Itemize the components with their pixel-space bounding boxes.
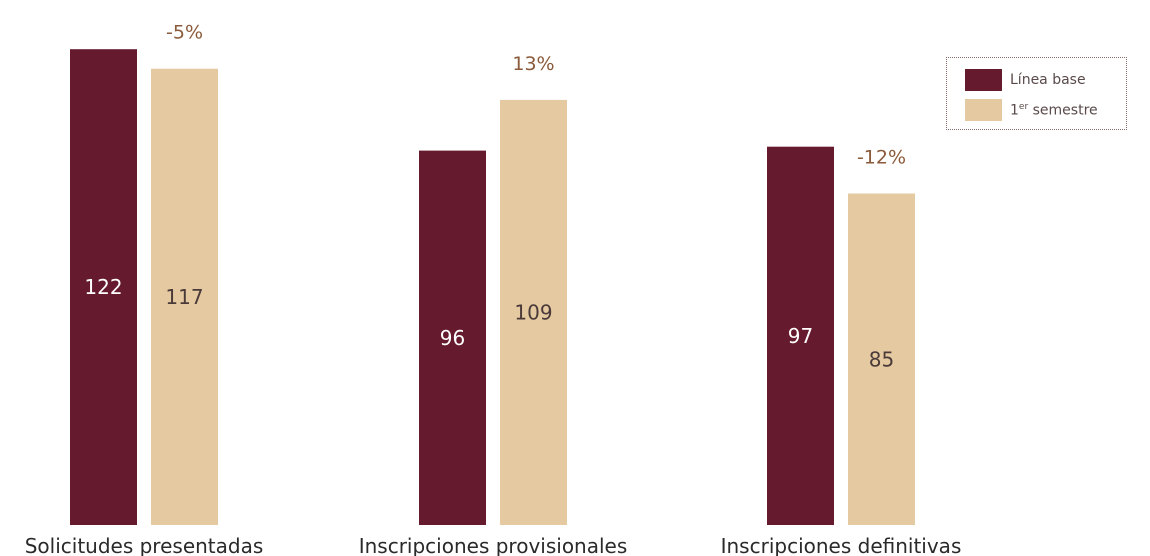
value-label-first-semester-1: 117 (165, 285, 203, 309)
value-label-line-base-2: 96 (440, 326, 465, 350)
bar-line-base-2 (419, 150, 486, 525)
bar-first-semester-1 (151, 68, 218, 525)
value-label-first-semester-2: 109 (514, 300, 552, 324)
category-label-1: Solicitudes presentadas (25, 534, 264, 556)
bar-line-base-1 (70, 49, 137, 525)
change-annotation-2: 13% (512, 53, 554, 75)
change-annotation-3: -12% (857, 147, 906, 169)
value-label-line-base-1: 122 (84, 275, 122, 299)
legend-label-text: semestre (1028, 102, 1098, 119)
legend-label-number: 1 (1010, 102, 1019, 119)
legend-label-superscript: er (1018, 101, 1029, 112)
category-label-3: Inscripciones definitivas (721, 534, 962, 556)
legend-item-first-semester: 1er semestre (965, 99, 1098, 121)
bar-first-semester-3 (848, 193, 915, 525)
legend-label-line-base: Línea base (1010, 72, 1086, 88)
bar-first-semester-2 (500, 99, 567, 526)
legend-label-first-semester: 1er semestre (1010, 102, 1098, 119)
legend-item-line-base: Línea base (965, 69, 1086, 91)
change-annotation-1: -5% (166, 22, 203, 44)
chart-legend: Línea base 1er semestre (946, 57, 1127, 130)
legend-swatch-first-semester (965, 99, 1002, 121)
bar-line-base-3 (767, 146, 834, 525)
value-label-first-semester-3: 85 (869, 347, 894, 371)
legend-swatch-line-base (965, 69, 1002, 91)
value-label-line-base-3: 97 (788, 324, 813, 348)
category-label-2: Inscripciones provisionales (359, 534, 628, 556)
